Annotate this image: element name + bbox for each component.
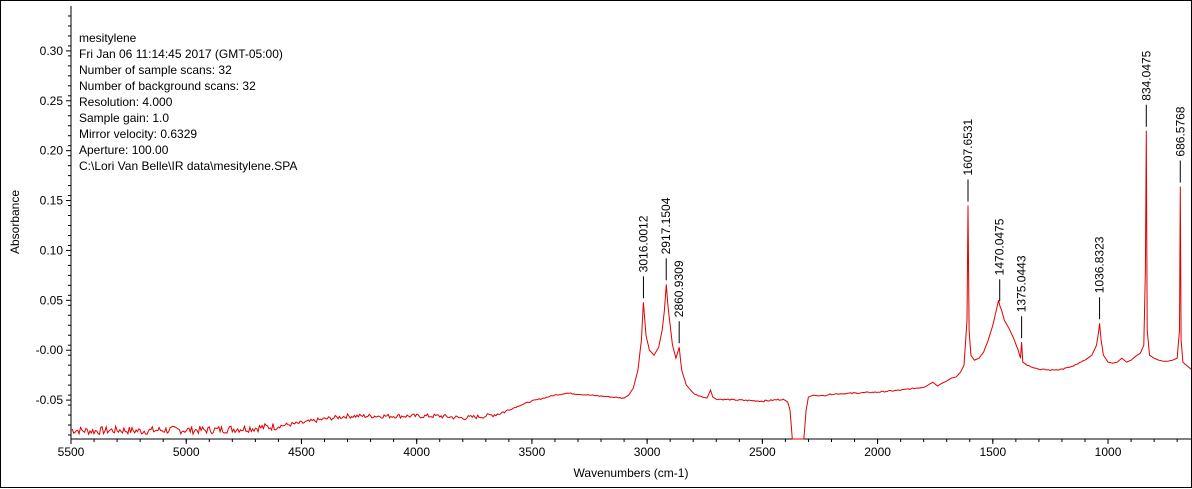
y-tick-label: 0.05	[40, 293, 64, 307]
peak-label: 1470.0475	[993, 218, 1007, 275]
peak-labels: 3016.0012 2917.1504 2860.9309 1607.6531 1470…	[636, 50, 1187, 344]
x-tick-label: 5000	[173, 445, 200, 459]
info-line: Fri Jan 06 11:14:45 2017 (GMT-05:00)	[79, 47, 283, 61]
peak-label: 1607.6531	[961, 118, 975, 175]
y-tick-label: 0.25	[40, 94, 64, 108]
peak-label: 1375.0443	[1015, 255, 1029, 312]
x-tick-label: 3000	[634, 445, 661, 459]
x-tick-label: 5500	[58, 445, 85, 459]
x-ticks: 5500 5000 4500 4000 3500 3000 2500 2000 1500 1000	[58, 439, 1178, 459]
y-ticks: -0.05 -0.00 0.05 0.10 0.15 0.20 0.25 0.30	[36, 15, 71, 436]
y-tick-label: 0.30	[40, 44, 64, 58]
x-tick-label: 2000	[864, 445, 891, 459]
info-line: Number of background scans: 32	[79, 79, 256, 93]
x-tick-label: 4500	[288, 445, 315, 459]
y-axis-title: Absorbance	[8, 190, 22, 254]
y-tick-label: -0.05	[36, 393, 64, 407]
peak-marker: 1375.0443	[1015, 255, 1029, 339]
peak-marker: 1470.0475	[993, 218, 1007, 302]
info-line: Sample gain: 1.0	[79, 111, 169, 125]
y-tick-label: 0.10	[40, 243, 64, 257]
peak-label: 3016.0012	[636, 215, 650, 272]
peak-label: 2860.9309	[672, 260, 686, 317]
x-axis-title: Wavenumbers (cm-1)	[574, 466, 689, 480]
x-tick-label: 1500	[979, 445, 1006, 459]
peak-label: 686.5768	[1173, 106, 1187, 156]
peak-marker: 2860.9309	[672, 260, 686, 344]
peak-marker: 686.5768	[1173, 106, 1187, 183]
peak-label: 834.0475	[1139, 50, 1153, 100]
peak-label: 1036.8323	[1093, 236, 1107, 293]
info-line: Resolution: 4.000	[79, 95, 173, 109]
y-tick-label: 0.20	[40, 144, 64, 158]
info-line: Mirror velocity: 0.6329	[79, 127, 197, 141]
info-line: mesitylene	[79, 31, 137, 45]
x-tick-label: 1000	[1095, 445, 1122, 459]
x-tick-label: 3500	[519, 445, 546, 459]
info-line: Aperture: 100.00	[79, 143, 169, 157]
y-tick-label: -0.00	[36, 343, 64, 357]
info-line: Number of sample scans: 32	[79, 63, 232, 77]
peak-marker: 2917.1504	[659, 197, 673, 281]
y-tick-label: 0.15	[40, 194, 64, 208]
peak-label: 2917.1504	[659, 197, 673, 254]
info-line: C:\Lori Van Belle\IR data\mesitylene.SPA	[79, 159, 297, 173]
peak-marker: 834.0475	[1139, 50, 1153, 127]
x-tick-label: 2500	[749, 445, 776, 459]
peak-marker: 1607.6531	[961, 118, 975, 202]
x-tick-label: 4000	[403, 445, 430, 459]
absorbance-trace	[70, 130, 1192, 440]
info-block: mesitylene Fri Jan 06 11:14:45 2017 (GMT-…	[79, 31, 297, 173]
peak-marker: 1036.8323	[1093, 236, 1107, 320]
plot-area	[71, 6, 1191, 439]
peak-marker: 3016.0012	[636, 215, 650, 299]
